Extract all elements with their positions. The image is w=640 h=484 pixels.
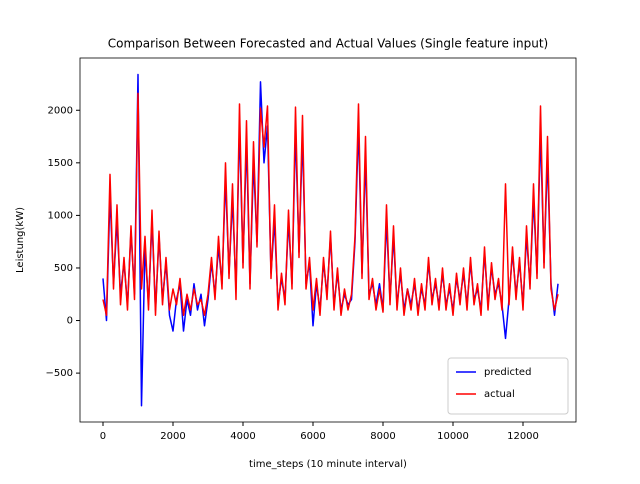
legend-label: actual [484, 389, 515, 400]
y-tick-label: 1000 [48, 210, 73, 221]
x-tick-label: 12000 [507, 431, 539, 442]
x-tick-label: 10000 [437, 431, 469, 442]
axes-frame [79, 57, 577, 423]
y-tick-label: 1500 [48, 158, 73, 169]
legend-label: predicted [484, 367, 531, 378]
y-tick-label: 0 [67, 316, 73, 327]
x-tick-label: 4000 [230, 431, 255, 442]
x-tick-label: 6000 [300, 431, 325, 442]
y-axis-label: Leistung(kW) [15, 207, 26, 273]
chart-title: Comparison Between Forecasted and Actual… [108, 37, 548, 51]
x-tick-label: 2000 [160, 431, 185, 442]
series-line [102, 92, 559, 317]
y-tick-label: 500 [54, 263, 73, 274]
y-tick-label: 2000 [48, 105, 73, 116]
legend-box [447, 357, 569, 415]
x-tick-label: 0 [100, 431, 106, 442]
y-tick-label: −500 [46, 368, 73, 379]
x-axis-label: time_steps (10 minute interval) [249, 459, 407, 470]
x-tick-label: 8000 [370, 431, 395, 442]
